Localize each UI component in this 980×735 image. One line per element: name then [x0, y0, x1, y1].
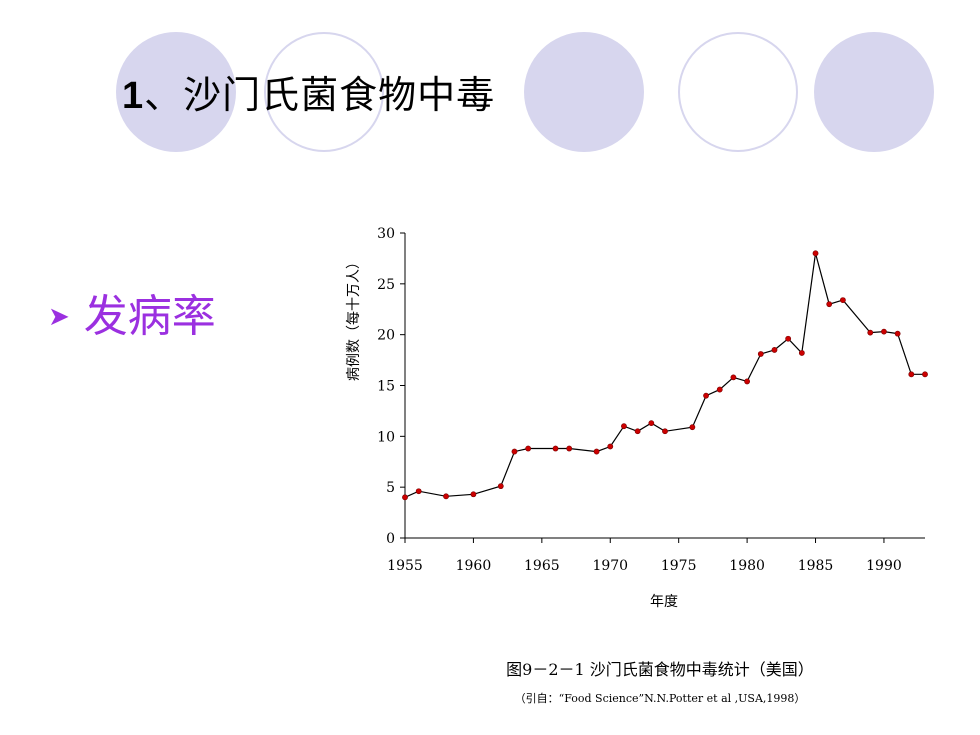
data-point	[552, 445, 559, 452]
y-tick-label: 25	[377, 277, 395, 293]
data-point	[716, 386, 723, 393]
data-point	[922, 371, 928, 378]
data-point	[744, 378, 751, 385]
decorative-circle-2	[264, 32, 384, 152]
decorative-circle-1	[116, 32, 236, 152]
data-point	[443, 493, 449, 500]
x-tick-label: 1955	[387, 558, 423, 574]
data-point	[812, 250, 819, 257]
data-point	[785, 335, 792, 342]
data-point	[703, 392, 709, 399]
x-tick-label: 1970	[592, 558, 628, 574]
data-point	[607, 443, 614, 450]
bullet-text: 发病率	[83, 291, 216, 342]
y-axis-label: 病例数（每十万人）	[346, 255, 362, 381]
data-point	[798, 350, 805, 356]
data-point	[511, 448, 518, 455]
x-tick-label: 1990	[866, 558, 902, 574]
figure-source: （引自：“Food Science”N.N.Potter et al ,USA,…	[514, 692, 806, 705]
y-tick-label: 0	[386, 531, 395, 547]
arrow-bullet-icon: ➤	[48, 302, 70, 332]
data-point	[881, 328, 887, 335]
data-point	[908, 371, 915, 378]
data-point	[566, 445, 573, 452]
data-point	[662, 428, 668, 435]
data-point	[497, 483, 504, 490]
data-point	[415, 488, 422, 495]
data-point	[402, 494, 408, 501]
chart-axes: 0 5 10 15 20 25 30 1955 1960 1965 1970 1975 1980 1985…	[377, 226, 925, 574]
data-point	[771, 347, 778, 353]
slide-title: 1、沙门氏菌食物中毒	[122, 64, 495, 119]
data-point	[648, 420, 655, 427]
data-point	[826, 301, 833, 308]
data-point	[730, 374, 737, 381]
decorative-circle-4	[678, 32, 798, 152]
x-tick-label: 1980	[729, 558, 765, 574]
data-point	[634, 428, 641, 435]
x-tick-label: 1975	[661, 558, 697, 574]
figure-caption: 图9－2－1 沙门氏菌食物中毒统计（美国）	[506, 660, 814, 679]
y-tick-label: 10	[377, 429, 395, 445]
data-point	[470, 491, 477, 498]
x-tick-label: 1960	[456, 558, 492, 574]
y-tick-label: 15	[377, 379, 395, 395]
bullet-item: ➤ 发病率	[48, 280, 216, 344]
title-number: 1	[122, 75, 145, 117]
data-point	[689, 424, 696, 431]
data-point	[839, 297, 846, 303]
chart-series	[402, 250, 928, 501]
data-point	[621, 423, 627, 430]
data-point	[525, 445, 532, 452]
title-text: 、沙门氏菌食物中毒	[144, 73, 496, 117]
y-tick-label: 20	[377, 328, 395, 344]
data-point	[867, 329, 874, 336]
series-line	[404, 253, 925, 498]
y-tick-label: 30	[377, 226, 395, 242]
x-axis-label: 年度	[650, 594, 678, 610]
data-point	[757, 351, 764, 357]
y-tick-label: 5	[386, 480, 395, 496]
data-point	[894, 330, 901, 337]
decorative-circle-3	[524, 32, 644, 152]
x-tick-label: 1985	[798, 558, 834, 574]
x-tick-label: 1965	[524, 558, 560, 574]
data-point	[593, 448, 600, 455]
decorative-circle-5	[814, 32, 934, 152]
